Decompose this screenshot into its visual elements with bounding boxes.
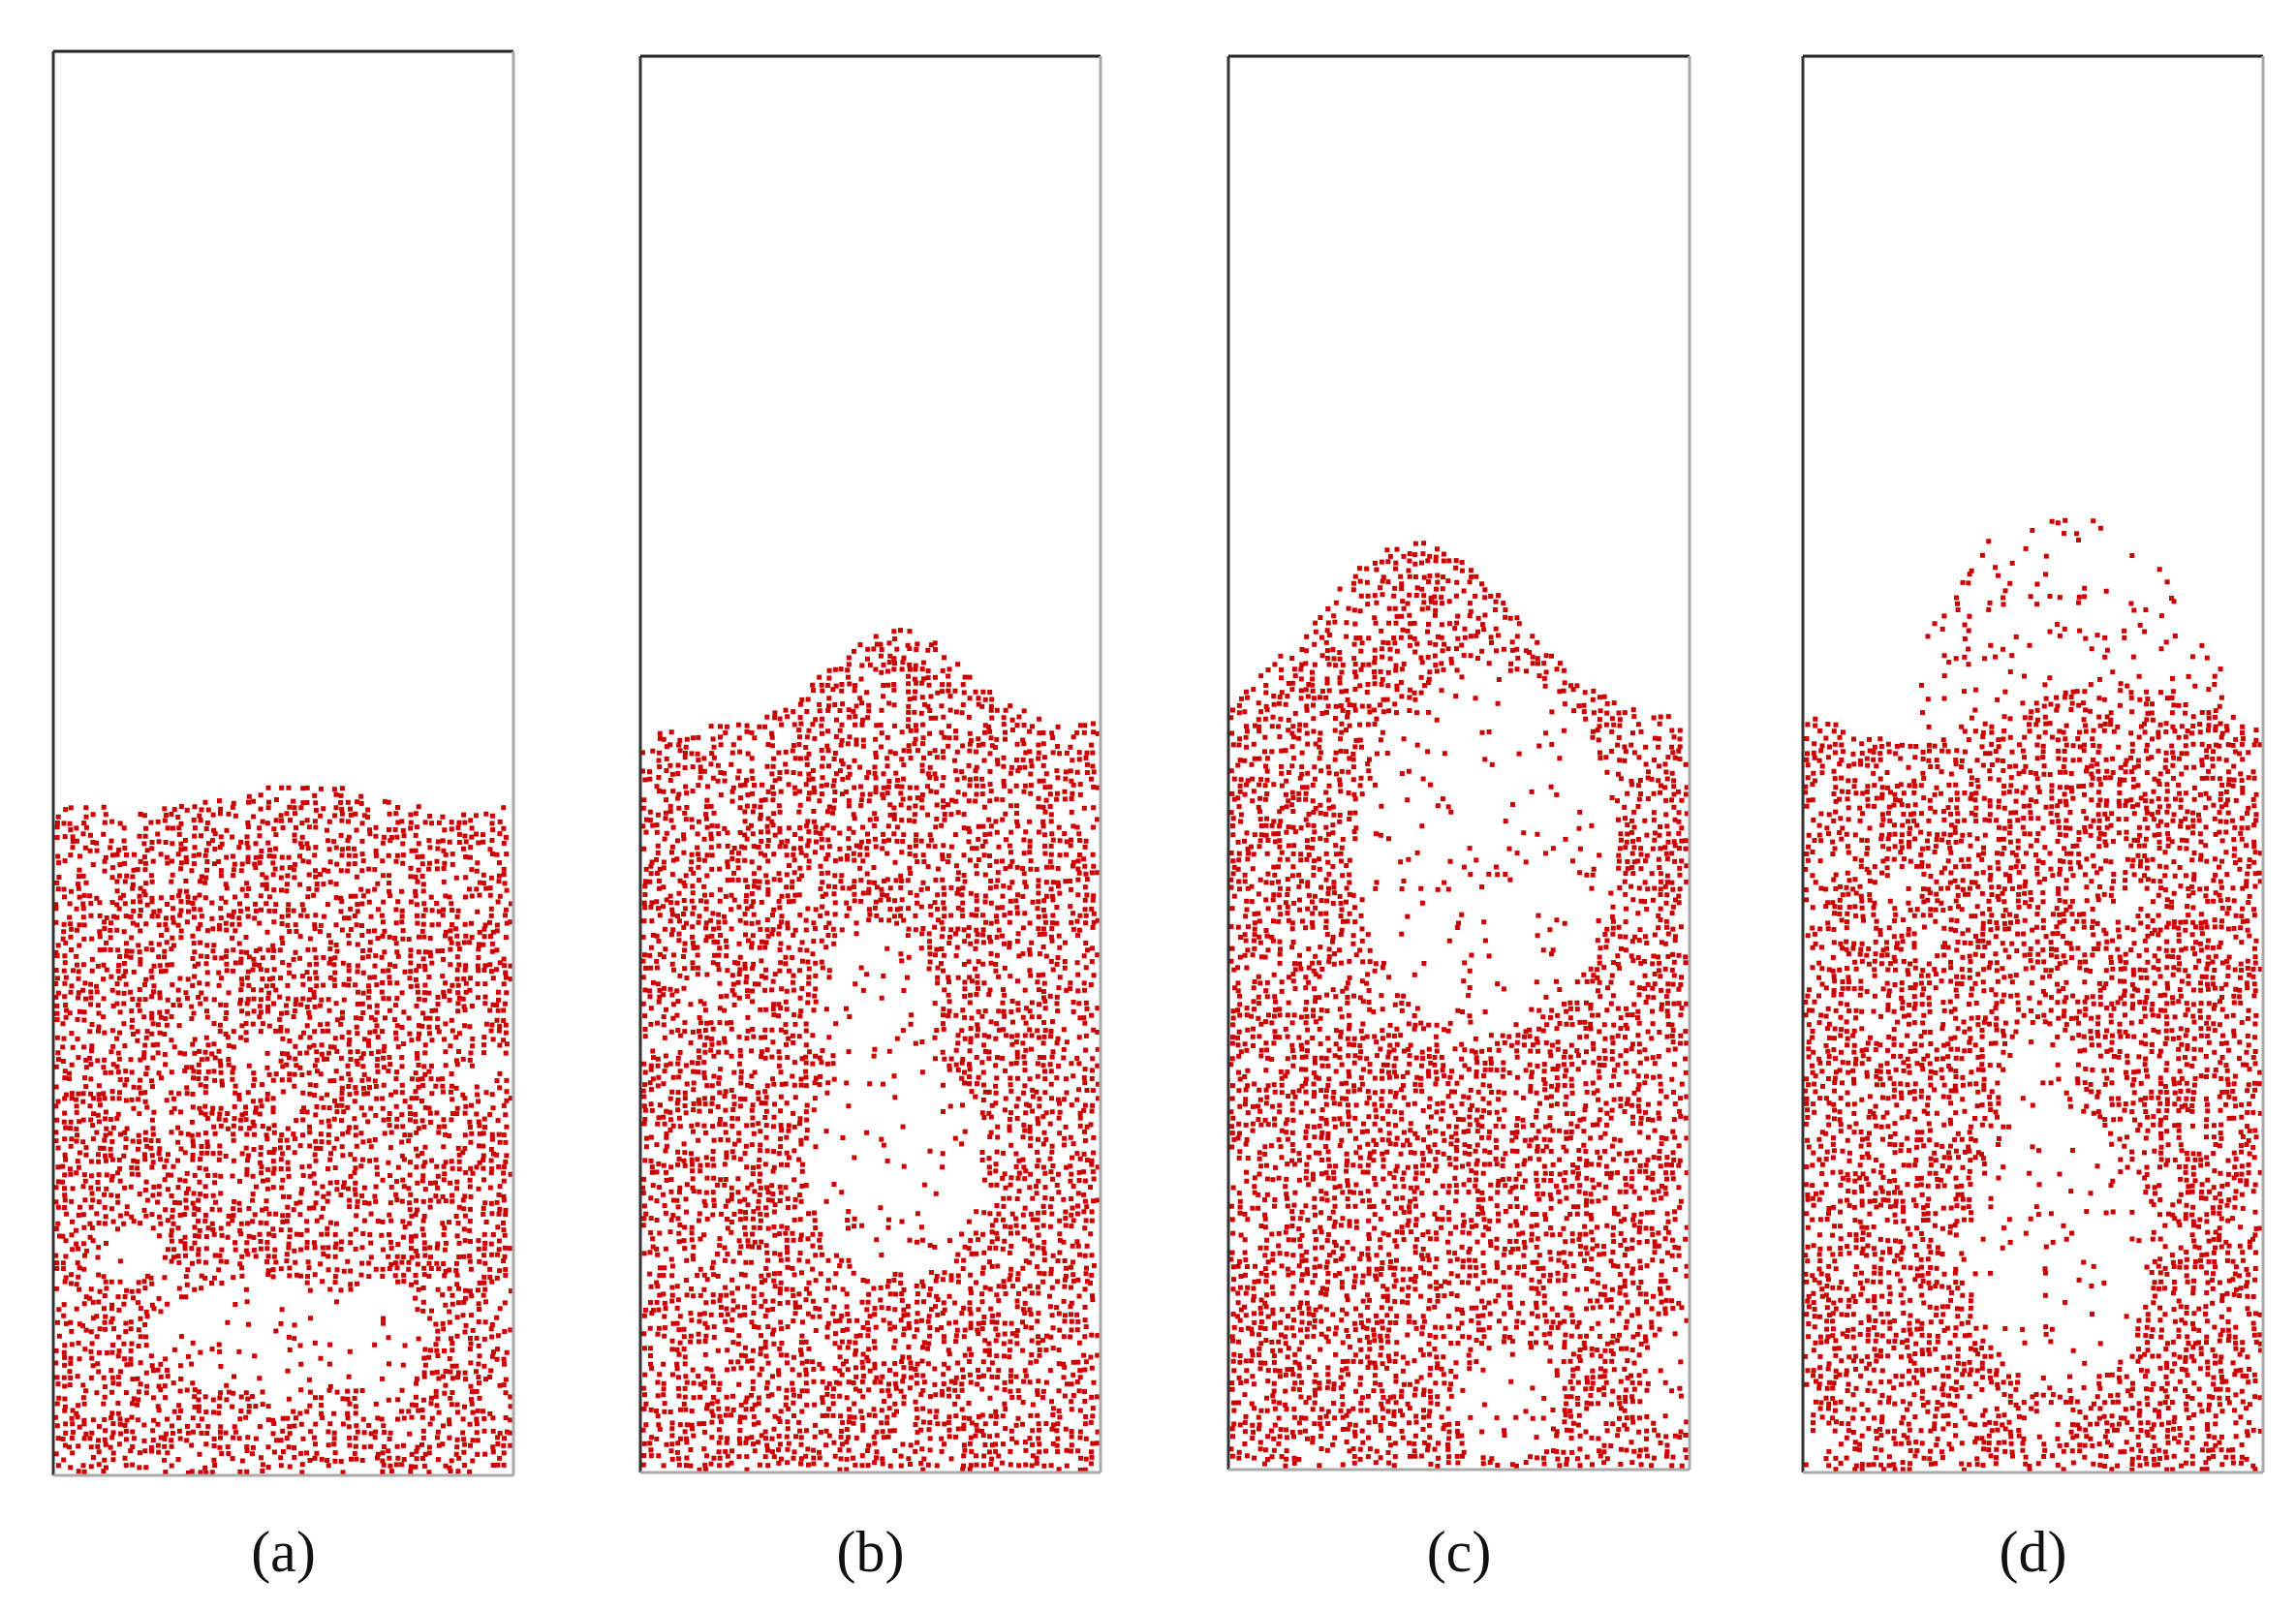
particles bbox=[53, 785, 513, 1475]
panel-label: (d) bbox=[2000, 1520, 2067, 1584]
particles bbox=[1228, 541, 1690, 1469]
panel-label: (b) bbox=[837, 1520, 905, 1584]
panel-label: (c) bbox=[1427, 1520, 1492, 1584]
panel-label: (a) bbox=[251, 1520, 316, 1584]
particles bbox=[1803, 517, 2263, 1472]
particles bbox=[640, 628, 1101, 1472]
